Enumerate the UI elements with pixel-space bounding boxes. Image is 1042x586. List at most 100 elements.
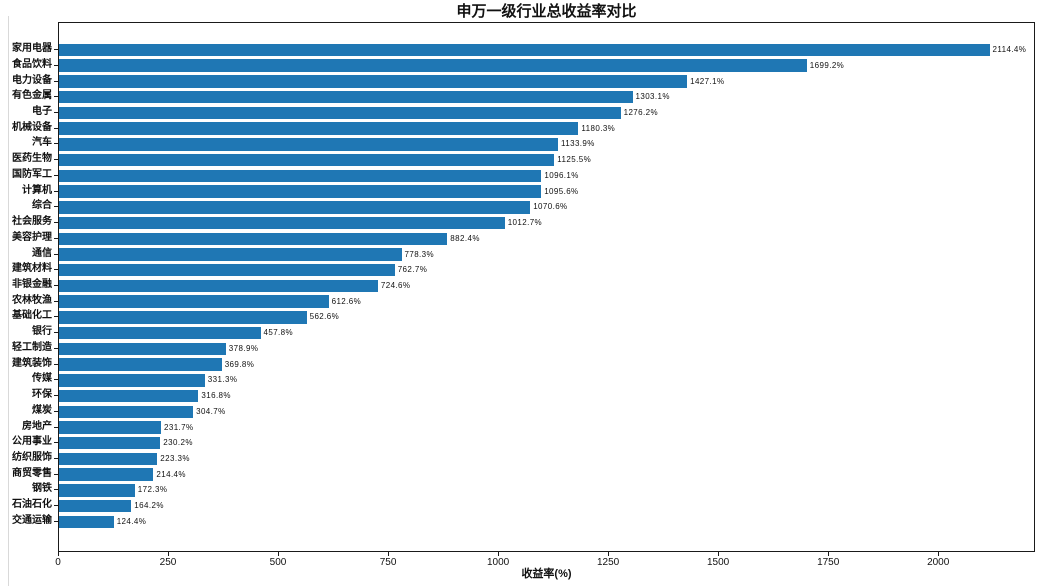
y-tick-mark [54, 426, 58, 428]
bar [59, 515, 114, 529]
y-category-label: 美容护理 [12, 231, 52, 243]
y-tick-mark [54, 269, 58, 271]
y-category-label: 汽车 [32, 137, 52, 149]
x-tick-label: 0 [55, 557, 61, 568]
y-tick-mark [54, 489, 58, 491]
bar [59, 248, 402, 261]
x-tick-label: 500 [269, 557, 287, 568]
bar [59, 169, 542, 183]
bar [59, 421, 161, 434]
bar-value-label: 378.9% [228, 343, 259, 353]
y-tick-mark [54, 111, 58, 113]
x-tick-mark [938, 552, 940, 556]
bar [59, 90, 633, 104]
y-category-label: 国防军工 [12, 168, 52, 180]
x-tick-label: 750 [379, 557, 397, 568]
bar [59, 43, 990, 57]
bar-value-label: 882.4% [450, 233, 480, 243]
y-category-label: 电力设备 [12, 74, 52, 86]
bar [59, 484, 135, 497]
bar-value-label: 230.2% [163, 438, 193, 448]
y-category-label: 食品饮料 [12, 58, 52, 70]
y-category-label: 有色金属 [12, 90, 52, 102]
y-tick-mark [54, 237, 58, 239]
y-category-label: 轻工制造 [12, 341, 52, 353]
bar [59, 216, 505, 230]
bar [59, 358, 222, 371]
plot-area: 2114.4% 1699.2% 1427.1% 1303.1% 1276.2% 1180.… [58, 22, 1035, 552]
bar [59, 263, 395, 277]
bar-value-label: 1303.1% [635, 92, 670, 102]
bar-value-label: 316.8% [201, 391, 231, 401]
y-tick-mark [54, 174, 58, 176]
y-category-label: 社会服务 [12, 216, 52, 227]
y-category-label: 非银金融 [12, 279, 52, 290]
y-category-label: 银行 [32, 326, 52, 338]
bar [59, 153, 555, 167]
page-edge-line [8, 16, 9, 586]
y-tick-mark [54, 520, 58, 522]
y-category-label: 公用事业 [12, 436, 52, 448]
bar [59, 499, 132, 513]
bar-value-label: 1276.2% [623, 107, 658, 117]
x-tick-mark [58, 552, 59, 556]
bar [59, 405, 194, 419]
x-tick-label: 250 [159, 557, 177, 568]
bar-value-label: 1012.7% [507, 218, 543, 227]
y-tick-mark [54, 64, 58, 66]
y-category-label: 建筑材料 [12, 263, 52, 275]
bar-value-label: 1180.3% [581, 123, 616, 133]
y-tick-mark [54, 253, 58, 255]
y-category-label: 传媒 [32, 373, 52, 385]
bar [59, 389, 199, 403]
x-tick-mark [498, 552, 500, 556]
bar [59, 122, 579, 135]
bar [59, 326, 261, 340]
y-tick-mark [54, 80, 58, 82]
y-category-label: 交通运输 [12, 514, 52, 526]
x-tick-mark [388, 552, 390, 556]
y-tick-mark [54, 127, 58, 129]
y-tick-mark [54, 347, 58, 349]
x-tick-label: 1750 [817, 557, 840, 568]
y-category-label: 家用电器 [12, 43, 52, 54]
bar-value-label: 1096.1% [544, 170, 579, 180]
bar [59, 468, 154, 481]
bar-value-label: 124.4% [116, 516, 147, 526]
bar-value-label: 1133.9% [561, 139, 595, 149]
y-category-label: 房地产 [22, 420, 52, 432]
x-tick-mark [608, 552, 610, 556]
y-tick-mark [54, 473, 58, 475]
bar [59, 232, 448, 246]
x-tick-label: 1000 [486, 557, 510, 568]
bar [59, 311, 307, 324]
y-category-label: 石油石化 [12, 499, 52, 511]
bar [59, 452, 158, 466]
y-tick-mark [54, 332, 58, 334]
y-tick-mark [54, 458, 58, 459]
bar [59, 185, 542, 198]
bar-value-label: 562.6% [309, 312, 340, 322]
bar-value-label: 1095.6% [544, 186, 579, 196]
bar-value-label: 1125.5% [557, 155, 592, 165]
bar [59, 106, 621, 120]
bar [59, 75, 688, 88]
y-tick-mark [54, 379, 58, 381]
y-category-label: 农林牧渔 [12, 294, 52, 306]
bar [59, 342, 226, 356]
x-tick-mark [168, 552, 169, 556]
bar-value-label: 1427.1% [690, 76, 725, 86]
y-category-label: 建筑装饰 [12, 357, 52, 369]
bar-value-label: 331.3% [207, 375, 238, 385]
bar-value-label: 214.4% [156, 469, 186, 479]
y-category-label: 电子 [32, 105, 52, 117]
y-tick-mark [54, 410, 58, 412]
y-tick-mark [54, 316, 58, 318]
y-tick-mark [54, 143, 58, 145]
y-tick-mark [54, 159, 58, 161]
bar [59, 201, 531, 214]
bar-value-label: 457.8% [263, 328, 294, 338]
y-category-label: 商贸零售 [12, 467, 52, 479]
y-tick-mark [54, 206, 58, 208]
x-tick-mark [718, 552, 720, 556]
